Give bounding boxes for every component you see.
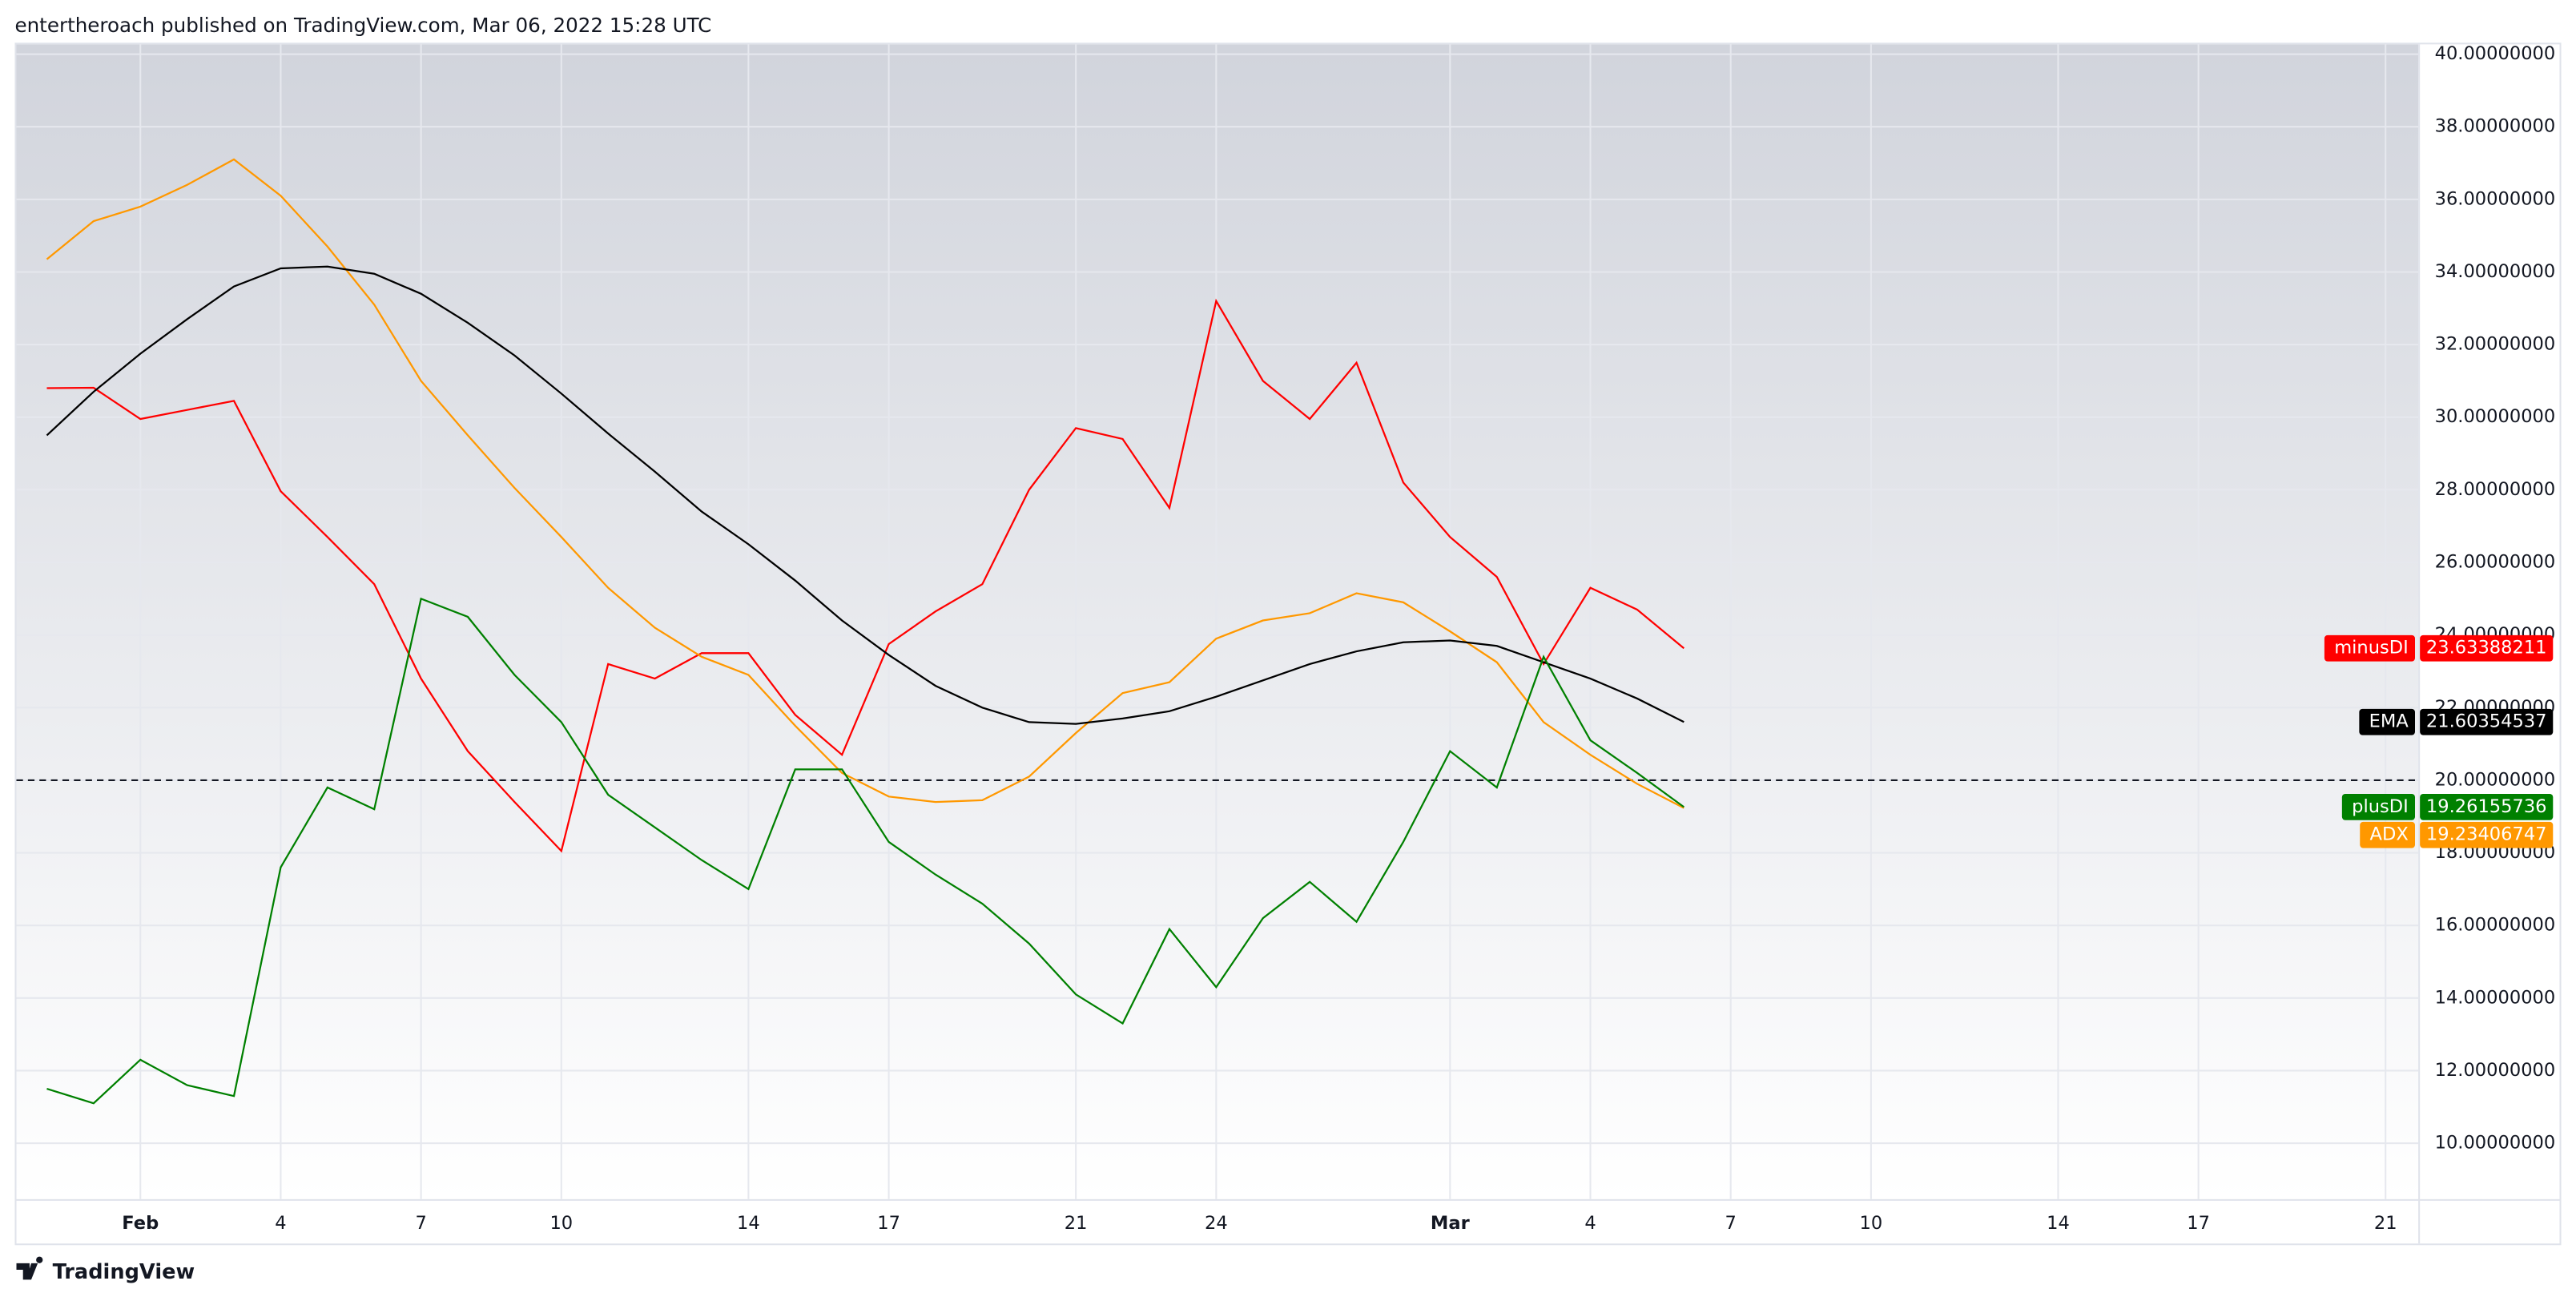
y-tick-label: 30.00000000 [2435, 406, 2556, 427]
series-line [46, 265, 1684, 725]
y-tick-label: 40.00000000 [2435, 43, 2556, 64]
value-tag-bg [2420, 708, 2554, 735]
y-tick-label: 20.00000000 [2435, 769, 2556, 790]
x-tick-label: 21 [2374, 1213, 2397, 1234]
header-text: entertheroach published on TradingView.c… [14, 14, 711, 37]
y-tick-label: 36.00000000 [2435, 188, 2556, 209]
brand: TradingView [53, 1260, 195, 1284]
y-tick-label: 28.00000000 [2435, 479, 2556, 500]
x-tick-label: Mar [1431, 1213, 1471, 1234]
y-tick-label: 14.00000000 [2435, 987, 2556, 1008]
name-tag-bg [2324, 634, 2415, 662]
series-lines [16, 158, 2419, 1105]
x-tick-label: 24 [1205, 1213, 1228, 1234]
y-tick-label: 34.00000000 [2435, 261, 2556, 282]
grid [16, 44, 2419, 1199]
x-tick-label: 10 [1860, 1213, 1883, 1234]
value-tag: 23.63388211 [2426, 638, 2547, 659]
value-tag: 19.26155736 [2426, 796, 2547, 817]
y-tick-label: 12.00000000 [2435, 1060, 2556, 1081]
x-tick-label: 4 [1584, 1213, 1596, 1234]
axes: 10.00000000 12.00000000 14.00000000 16.0000… [122, 43, 2555, 1234]
value-tag: 21.60354537 [2426, 711, 2547, 732]
x-tick-label: 17 [2187, 1213, 2210, 1234]
name-tag: minusDI [2334, 638, 2409, 659]
value-tag-bg [2420, 821, 2554, 848]
series-line [46, 298, 1685, 853]
y-tick-label: 10.00000000 [2435, 1133, 2556, 1154]
value-tag: 19.23406747 [2426, 824, 2547, 845]
name-tag: ADX [2370, 824, 2409, 845]
x-tick-label: 4 [275, 1213, 286, 1234]
series-line [46, 597, 1684, 1105]
name-tag-bg [2360, 821, 2415, 848]
x-tick-label: 10 [549, 1213, 573, 1234]
x-tick-label: 14 [2047, 1213, 2070, 1234]
y-tick-label: 32.00000000 [2435, 334, 2556, 355]
x-tick-label: 7 [415, 1213, 426, 1234]
name-tag-bg [2341, 793, 2415, 820]
name-tag: plusDI [2352, 796, 2409, 817]
frame [14, 42, 2562, 1246]
x-tick-label: 14 [737, 1213, 760, 1234]
x-tick-label: 21 [1065, 1213, 1088, 1234]
y-tick-label: 38.00000000 [2435, 116, 2556, 137]
name-tag-bg [2359, 708, 2415, 735]
x-tick-label: 7 [1725, 1213, 1737, 1234]
logo-icon [16, 1256, 43, 1280]
y-tick-label: 16.00000000 [2435, 915, 2556, 936]
name-tag: EMA [2369, 711, 2409, 732]
footer-logo: TradingView [16, 1256, 195, 1284]
value-tag-bg [2420, 793, 2554, 820]
x-tick-label: 17 [877, 1213, 900, 1234]
series-line [46, 158, 1684, 809]
last-value-tags: 23.63388211 minusDI 21.60354537 EMA 19.26155… [2324, 634, 2554, 848]
y-tick-label: 26.00000000 [2435, 552, 2556, 573]
x-tick-label: Feb [122, 1213, 159, 1234]
value-tag-bg [2420, 634, 2554, 662]
